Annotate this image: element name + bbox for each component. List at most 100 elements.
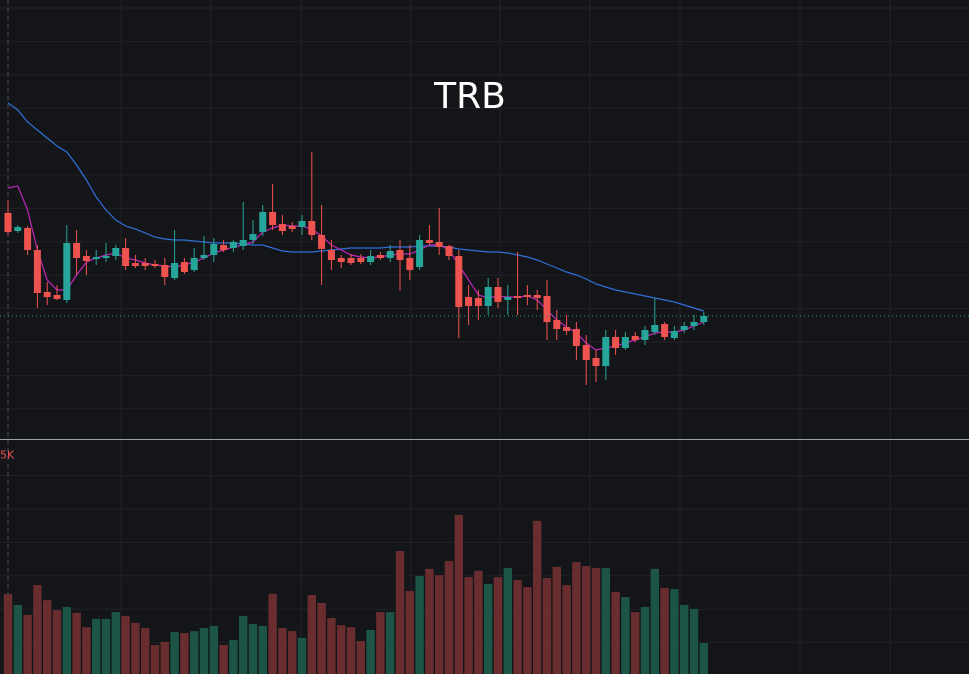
volume-bar — [376, 612, 385, 674]
volume-bar — [425, 568, 434, 674]
volume-bar — [660, 587, 669, 674]
volume-bar — [121, 616, 130, 674]
candle-body — [523, 295, 531, 297]
candle-body — [43, 292, 51, 297]
volume-bar — [62, 606, 71, 674]
candle-body — [425, 240, 433, 243]
volume-bar — [258, 625, 267, 674]
volume-bar — [670, 589, 679, 674]
volume-bar — [101, 618, 111, 674]
volume-bar — [621, 597, 630, 674]
candle-body — [122, 248, 130, 266]
candle-body — [14, 227, 22, 231]
candle-body — [631, 336, 639, 340]
volume-bar — [268, 593, 277, 674]
volume-bar — [562, 585, 571, 674]
candle-body — [670, 331, 678, 338]
candle-body — [357, 258, 365, 262]
volume-bar — [552, 566, 561, 674]
volume-bar — [523, 587, 532, 674]
candle-body — [612, 337, 620, 348]
volume-bar — [288, 631, 297, 674]
volume-bar — [454, 514, 463, 674]
volume-bar — [111, 612, 120, 674]
volume-bar — [591, 568, 601, 674]
candle-body — [386, 251, 394, 258]
candle-body — [337, 258, 345, 262]
volume-bar — [150, 645, 160, 674]
volume-bar — [474, 570, 483, 674]
chart-title: TRB — [433, 76, 506, 117]
candle-body — [190, 258, 198, 270]
candle-body — [367, 256, 375, 262]
volume-bar — [72, 612, 81, 674]
volume-bar — [435, 575, 444, 674]
volume-bar — [699, 643, 708, 674]
candle-body — [102, 256, 110, 258]
candle-body — [327, 250, 335, 260]
candle-body — [621, 337, 629, 348]
volume-bar — [327, 618, 336, 674]
candle-body — [347, 258, 355, 263]
candle-body — [474, 298, 482, 306]
volume-bar — [631, 612, 640, 674]
candle-body — [259, 212, 267, 232]
volume-bar — [82, 627, 91, 674]
volume-bar — [52, 610, 62, 674]
volume-bar — [297, 637, 307, 674]
volume-bar — [395, 550, 405, 674]
volume-bar — [542, 577, 552, 674]
candle-body — [700, 316, 708, 322]
volume-bar — [484, 583, 493, 674]
volume-bar — [239, 616, 248, 674]
volume-bar — [640, 606, 650, 674]
candle-body — [63, 243, 71, 300]
candle-body — [563, 327, 571, 331]
volume-bar — [219, 645, 228, 674]
candle-body — [445, 246, 453, 256]
volume-bar — [680, 604, 689, 674]
volume-bar — [141, 627, 150, 674]
candle-body — [4, 213, 12, 232]
volume-bar — [503, 568, 512, 674]
volume-bar — [493, 577, 503, 674]
candle-body — [141, 263, 149, 266]
volume-bar — [346, 627, 356, 674]
candle-body — [33, 250, 41, 293]
candle-body — [690, 322, 698, 326]
candle-body — [435, 242, 443, 247]
volume-bar — [650, 568, 659, 674]
volume-bar — [582, 566, 591, 674]
volume-bar — [405, 591, 414, 674]
candle-body — [229, 242, 237, 248]
volume-bar — [92, 618, 101, 674]
candle-body — [484, 287, 492, 306]
volume-bar — [611, 591, 620, 674]
volume-bar — [43, 600, 52, 674]
moving-average — [7, 102, 704, 312]
candle-body — [73, 243, 81, 258]
volume-bar — [513, 579, 522, 674]
candle-body — [220, 245, 228, 250]
candle-body — [661, 324, 669, 337]
volume-bar — [209, 625, 218, 674]
candle-body — [82, 256, 90, 261]
candle-body — [24, 228, 32, 250]
candle-body — [171, 263, 179, 278]
candle-body — [161, 265, 169, 277]
candle-body — [298, 221, 306, 227]
candle-body — [92, 257, 100, 259]
candle-body — [200, 255, 208, 258]
volume-bar — [366, 629, 375, 674]
volume-bar — [199, 627, 209, 674]
candle-body — [278, 224, 286, 231]
volume-bar — [444, 560, 454, 674]
candle-body — [269, 212, 277, 225]
candle-body — [553, 320, 561, 329]
candle-body — [514, 296, 522, 298]
volume-bar — [317, 602, 326, 674]
candle-body — [572, 329, 580, 346]
volume-bar — [533, 520, 542, 674]
volume-bar — [415, 575, 424, 674]
